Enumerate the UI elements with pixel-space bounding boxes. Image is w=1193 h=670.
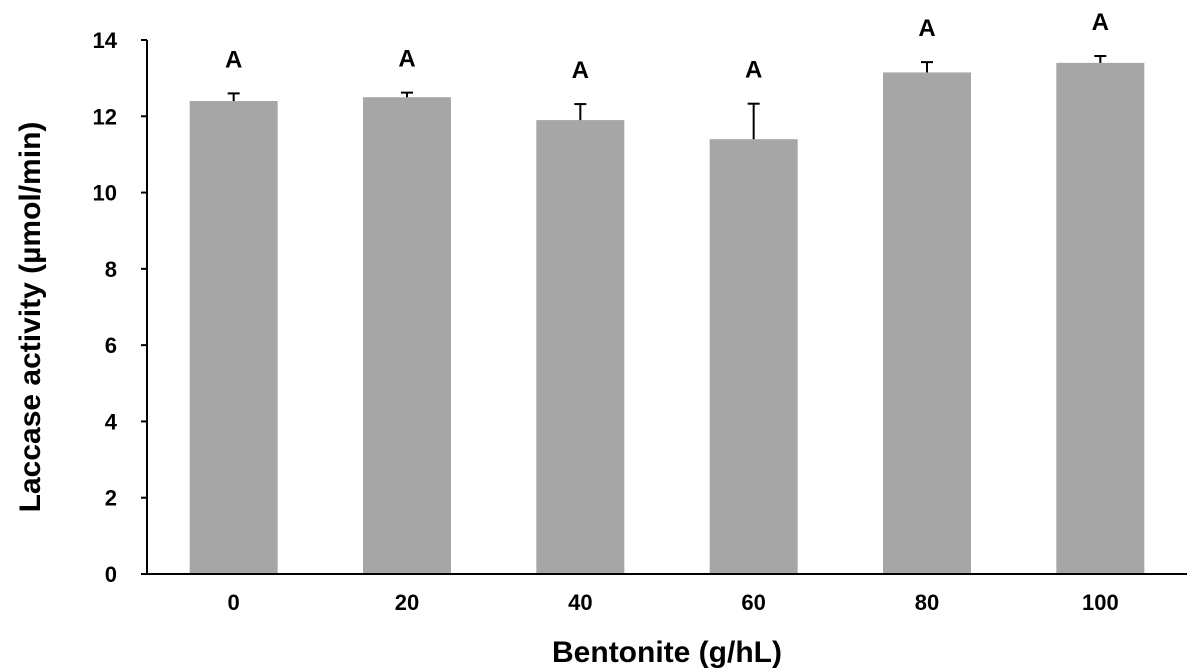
bar xyxy=(363,97,451,574)
x-tick-label: 60 xyxy=(741,590,765,615)
y-tick-label: 2 xyxy=(105,486,117,511)
y-tick-label: 4 xyxy=(105,409,118,434)
bar xyxy=(189,101,278,575)
y-tick-label: 0 xyxy=(105,562,117,587)
error-bars-layer xyxy=(227,55,1107,140)
x-tick-label: 20 xyxy=(395,590,419,615)
y-tick-label: 6 xyxy=(105,333,117,358)
x-axis-title: Bentonite (g/hL) xyxy=(552,636,782,669)
x-tick-label: 0 xyxy=(228,590,240,615)
significance-label: A xyxy=(745,57,762,84)
bars-layer xyxy=(189,62,1145,575)
bar xyxy=(709,139,798,574)
significance-label: A xyxy=(918,15,935,42)
significance-labels-layer: A A A A A A xyxy=(225,9,1109,84)
x-tick-label: 100 xyxy=(1082,590,1119,615)
x-tick-label: 80 xyxy=(915,590,939,615)
y-tick-label: 14 xyxy=(93,28,118,53)
y-tick-label: 10 xyxy=(93,181,117,206)
significance-label: A xyxy=(1092,9,1109,36)
significance-label: A xyxy=(398,46,415,73)
x-tick-label: 40 xyxy=(568,590,592,615)
y-tick-label: 12 xyxy=(93,104,117,129)
significance-label: A xyxy=(572,57,589,84)
significance-label: A xyxy=(225,46,242,73)
bar xyxy=(883,72,971,575)
x-axis-ticks: 0 20 40 60 80 100 xyxy=(228,590,1119,615)
bar xyxy=(536,120,625,574)
y-tick-label: 8 xyxy=(105,257,117,282)
y-axis-ticks: 0 2 4 6 8 10 12 14 xyxy=(93,28,147,587)
y-axis-title: Laccase activity (µmol/min) xyxy=(14,122,47,513)
bar xyxy=(1056,62,1145,575)
